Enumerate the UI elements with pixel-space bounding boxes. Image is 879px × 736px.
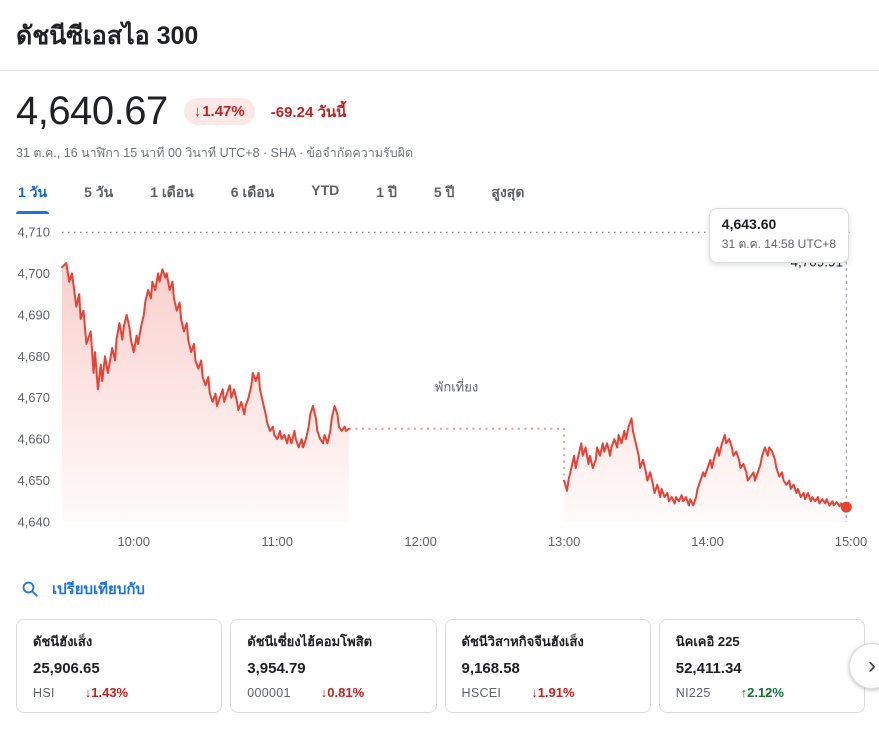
x-axis-label: 14:00	[691, 534, 724, 549]
price-line	[61, 262, 350, 449]
quote-timestamp: 31 ต.ค., 16 นาฬิกา 15 นาที 00 วินาที UTC…	[16, 146, 304, 160]
change-percent-badge: ↓ 1.47%	[183, 98, 255, 125]
index-change-value: 1.91%	[537, 685, 575, 700]
y-axis-label: 4,700	[17, 266, 50, 281]
tooltip-time: 31 ต.ค. 14:58 UTC+8	[721, 237, 836, 251]
last-price-dot	[840, 501, 852, 513]
chevron-right-icon: ›	[868, 652, 876, 679]
compare-label: เปรียบเทียบกับ	[52, 581, 145, 598]
chart-canvas[interactable]: 4,710 4,700 4,690 4,680 4,670 4,660 4,650 4,640…	[0, 218, 879, 556]
index-meta: NI225 ↑ 2.12%	[676, 685, 848, 700]
x-axis-label: 10:00	[117, 534, 150, 549]
index-ticker: HSI	[33, 685, 55, 700]
index-meta: HSCEI ↓ 1.91%	[462, 685, 634, 700]
down-arrow-icon: ↓	[193, 103, 202, 120]
index-ticker: 000001	[247, 685, 291, 700]
disclaimer-link[interactable]: ข้อจำกัดความรับผิด	[306, 146, 414, 160]
index-change-value: 0.81%	[327, 685, 365, 700]
index-change-value: 1.43%	[91, 685, 129, 700]
price-area	[62, 263, 349, 522]
index-change-value: 2.12%	[747, 685, 784, 700]
quote-header: 4,640.67 ↓ 1.47% -69.24 วันนี้	[16, 89, 865, 134]
y-axis-label: 4,690	[17, 307, 50, 322]
index-name: ดัชนีฮังเส็ง	[33, 634, 93, 649]
google-finance-page: ดัชนีซีเอสไอ 300 4,640.67 ↓ 1.47% -69.24 …	[0, 22, 879, 713]
price-area	[564, 418, 847, 522]
y-axis-label: 4,640	[17, 515, 50, 530]
related-card-ni225[interactable]: นิคเคอิ 225 52,411.34 NI225 ↑ 2.12%	[658, 619, 865, 713]
related-cards: ดัชนีฮังเส็ง 25,906.65 HSI ↓ 1.43% ดัชนีเ…	[16, 619, 865, 713]
current-price: 4,640.67	[16, 89, 168, 133]
index-value: 52,411.34	[675, 660, 742, 677]
down-arrow-icon: ↓	[320, 685, 328, 700]
tab-1-year[interactable]: 1 ปี	[376, 184, 397, 200]
tab-5-days[interactable]: 5 วัน	[84, 184, 114, 200]
change-percent: 1.47%	[202, 103, 245, 120]
tab-ytd[interactable]: YTD	[311, 182, 340, 198]
index-name: ดัชนีเซี่ยงไฮ้คอมโพสิต	[247, 634, 373, 649]
y-axis-label: 4,680	[17, 349, 50, 364]
scroll-right-button[interactable]: ›	[849, 643, 879, 689]
index-change: ↓ 1.43%	[85, 685, 128, 700]
price-chart[interactable]: 4,710 4,700 4,690 4,680 4,670 4,660 4,650 4,640…	[0, 208, 879, 561]
x-axis-label: 15:00	[835, 534, 868, 549]
chart-tooltip: 4,643.60 31 ต.ค. 14:58 UTC+8	[708, 208, 849, 263]
x-axis-label: 11:00	[261, 534, 293, 549]
x-axis-label: 13:00	[548, 534, 581, 549]
index-name: นิคเคอิ 225	[675, 634, 740, 649]
index-meta: HSI ↓ 1.43%	[33, 685, 205, 700]
x-axis-label: 12:00	[404, 534, 437, 549]
tab-1-month[interactable]: 1 เดือน	[150, 184, 194, 200]
tab-max[interactable]: สูงสุด	[491, 184, 525, 200]
lunch-break-label: พักเที่ยง	[435, 379, 478, 395]
index-ticker: NI225	[675, 685, 711, 700]
tab-5-years[interactable]: 5 ปี	[433, 184, 455, 200]
related-card-000001[interactable]: ดัชนีเซี่ยงไฮ้คอมโพสิต 3,954.79 000001 ↓…	[230, 619, 437, 713]
tab-1-day[interactable]: 1 วัน	[16, 178, 50, 214]
range-tabs: 1 วัน 5 วัน 1 เดือน 6 เดือน YTD 1 ปี 5 ป…	[16, 178, 865, 214]
index-change: ↓ 1.91%	[531, 685, 574, 700]
index-ticker: HSCEI	[461, 685, 502, 700]
y-axis-label: 4,710	[17, 225, 50, 240]
y-axis-label: 4,660	[17, 432, 50, 447]
index-value: 3,954.79	[247, 660, 306, 677]
header-divider	[0, 70, 879, 71]
index-value: 25,906.65	[33, 660, 100, 677]
index-value: 9,168.58	[461, 660, 520, 677]
index-name: ดัชนีวิสาหกิจจีนฮังเส็ง	[461, 634, 584, 649]
change-amount: -69.24 วันนี้	[270, 103, 347, 121]
index-change: ↓ 0.81%	[321, 685, 364, 700]
y-axis-label: 4,670	[17, 390, 50, 405]
index-change: ↑ 2.12%	[741, 685, 784, 700]
tooltip-price: 4,643.60	[721, 216, 777, 232]
down-arrow-icon: ↓	[531, 685, 538, 700]
related-card-hscei[interactable]: ดัชนีวิสาหกิจจีนฮังเส็ง 9,168.58 HSCEI ↓…	[444, 619, 651, 713]
page-title: ดัชนีซีเอสไอ 300	[16, 22, 199, 50]
tab-6-months[interactable]: 6 เดือน	[230, 184, 275, 200]
down-arrow-icon: ↓	[84, 685, 92, 700]
y-axis-label: 4,650	[17, 473, 50, 488]
lunch-break-line	[348, 427, 566, 481]
search-icon	[22, 581, 38, 597]
compare-button[interactable]: เปรียบเทียบกับ	[16, 577, 145, 601]
related-indexes: ดัชนีฮังเส็ง 25,906.65 HSI ↓ 1.43% ดัชนีเ…	[16, 619, 879, 713]
up-arrow-icon: ↑	[740, 685, 748, 700]
index-meta: 000001 ↓ 0.81%	[247, 685, 419, 700]
price-line	[563, 417, 848, 509]
related-card-hsi[interactable]: ดัชนีฮังเส็ง 25,906.65 HSI ↓ 1.43%	[16, 619, 223, 713]
quote-meta: 31 ต.ค., 16 นาฬิกา 15 นาที 00 วินาที UTC…	[16, 143, 865, 163]
